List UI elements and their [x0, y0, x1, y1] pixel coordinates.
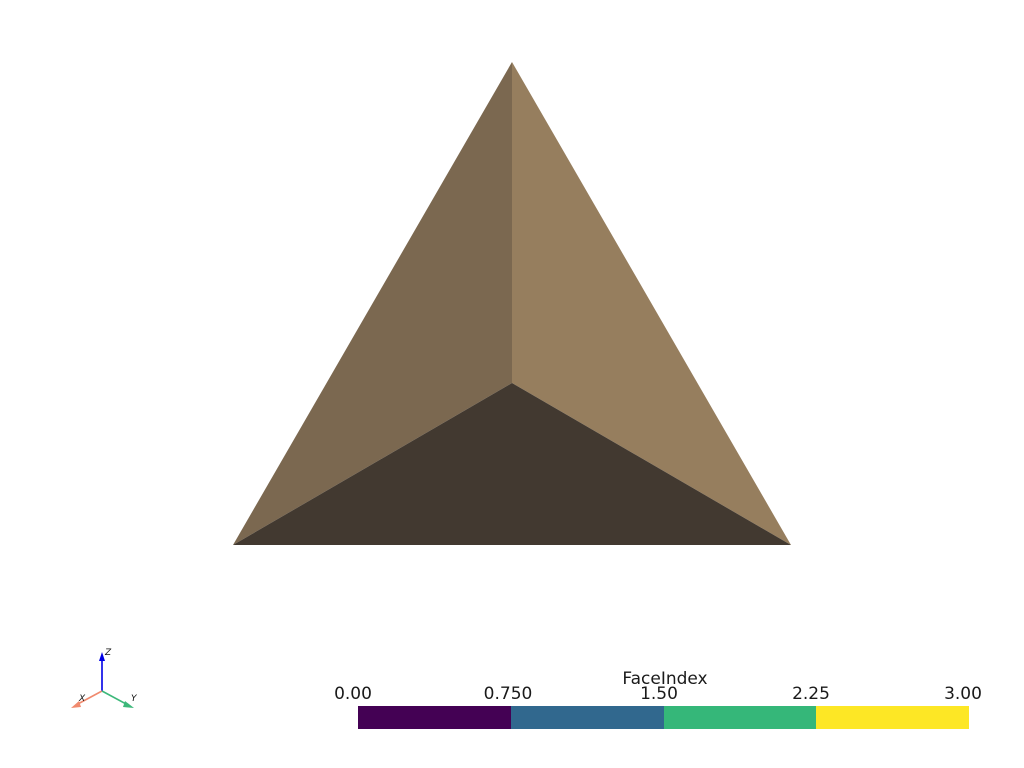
- scalar-bar-colorbar: [358, 706, 969, 729]
- tetrahedron-face-left[interactable]: [233, 62, 512, 545]
- scalar-bar-tick-4: 3.00: [944, 684, 982, 704]
- x-axis-line: [75, 690, 103, 706]
- y-axis-label: Y: [131, 694, 138, 704]
- orientation-axes-widget: Z X Y: [71, 648, 138, 708]
- y-axis-arrowhead: [123, 701, 134, 708]
- colorbar-segment-1: [510, 706, 664, 729]
- tetrahedron-mesh[interactable]: [233, 62, 791, 545]
- tetrahedron-face-bottom[interactable]: [233, 383, 791, 545]
- scalar-bar-tick-3: 2.25: [792, 684, 830, 704]
- x-axis-arrowhead: [71, 701, 81, 708]
- scalar-bar-tick-1: 0.750: [483, 684, 533, 704]
- colorbar-segment-2: [663, 706, 817, 729]
- x-axis-label: X: [78, 694, 86, 704]
- z-axis-label: Z: [104, 648, 112, 658]
- colorbar-segment-0: [358, 706, 511, 729]
- scalar-bar-tick-0: 0.00: [334, 684, 372, 704]
- scalar-bar-title: FaceIndex: [622, 669, 708, 689]
- colorbar-segment-3: [816, 706, 969, 729]
- y-axis-line: [101, 690, 129, 706]
- scalar-bar-tick-2: 1.50: [640, 684, 678, 704]
- tetrahedron-face-right[interactable]: [512, 62, 791, 545]
- z-axis-arrowhead: [99, 652, 105, 661]
